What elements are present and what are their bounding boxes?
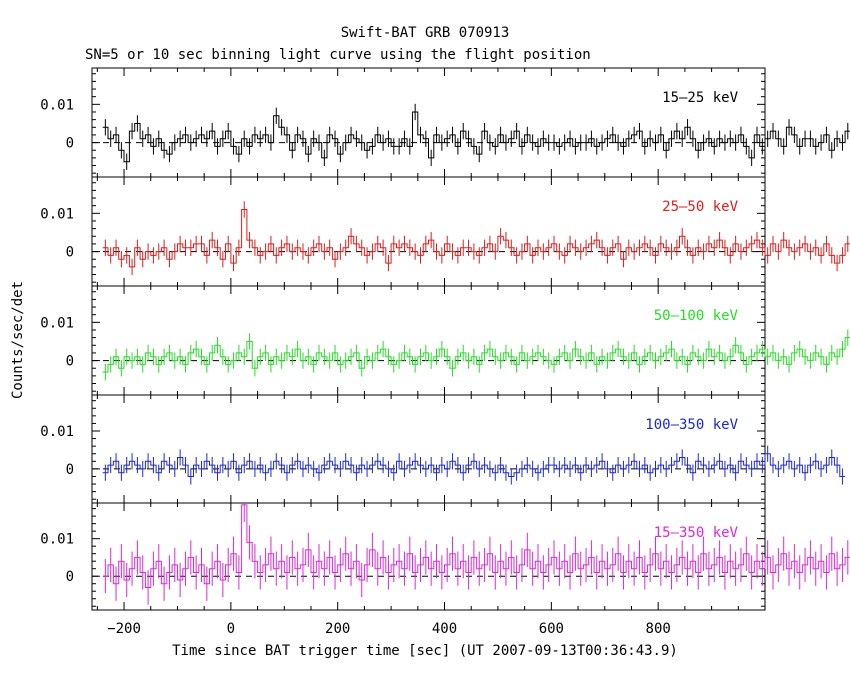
chart-title: Swift-BAT GRB 070913 [341, 25, 510, 41]
x-tick-labels: −200 0 200 400 600 800 [107, 621, 671, 637]
panel-frame [91, 176, 766, 287]
series-line [102, 445, 846, 485]
chart-subtitle: SN=5 or 10 sec binning light curve using… [85, 47, 591, 63]
legend-entry: 15–350 keV [654, 525, 739, 541]
x-tick-label: 0 [227, 621, 235, 637]
series-line [102, 503, 850, 605]
panel-frame [91, 285, 766, 396]
y-tick-label: 0 [66, 462, 74, 478]
panel-frame [91, 502, 766, 611]
x-tick-label: 400 [432, 621, 457, 637]
legend-entry: 15–25 keV [662, 90, 738, 106]
x-tick-label: −200 [107, 621, 141, 637]
y-axis-label: Counts/sec/det [10, 281, 26, 399]
panel-frame [91, 394, 766, 504]
legend-entry: 100–350 keV [645, 417, 738, 433]
y-tick-label: 0 [66, 354, 74, 370]
series-line [102, 201, 850, 276]
y-tick-label: 0.01 [40, 315, 74, 331]
panel-frame [91, 67, 766, 178]
panel-1: 0.01 0 15–25 keV [40, 67, 850, 178]
x-tick-label: 600 [539, 621, 564, 637]
y-tick-label: 0 [66, 569, 74, 585]
panel-2: 0.01 0 25–50 keV [40, 176, 850, 287]
legend-entry: 25–50 keV [662, 199, 738, 215]
panel-5: 0.01 0 15–350 keV [40, 502, 850, 611]
step-curve [102, 209, 850, 268]
x-axis-label: Time since BAT trigger time [sec] (UT 20… [172, 643, 678, 659]
step-curve [102, 453, 846, 477]
step-curve [102, 111, 850, 163]
x-tick-label: 800 [646, 621, 671, 637]
y-tick-label: 0.01 [40, 532, 74, 548]
legend-entry: 50–100 keV [654, 308, 739, 324]
y-tick-label: 0.01 [40, 424, 74, 440]
x-tick-label: 200 [325, 621, 350, 637]
panel-4: 0.01 0 100–350 keV [40, 394, 846, 504]
series-line [102, 329, 850, 381]
y-tick-label: 0 [66, 245, 74, 261]
series-line [102, 103, 850, 170]
panel-3: 0.01 0 50–100 keV [40, 285, 850, 396]
step-curve [102, 504, 850, 588]
step-curve [102, 337, 850, 373]
panels-group: 0.01 0 15–25 keV 0.01 0 25–50 keV 0.01 0 50–100 … [40, 67, 850, 611]
y-tick-label: 0.01 [40, 206, 74, 222]
y-tick-label: 0 [66, 136, 74, 152]
y-tick-label: 0.01 [40, 97, 74, 113]
